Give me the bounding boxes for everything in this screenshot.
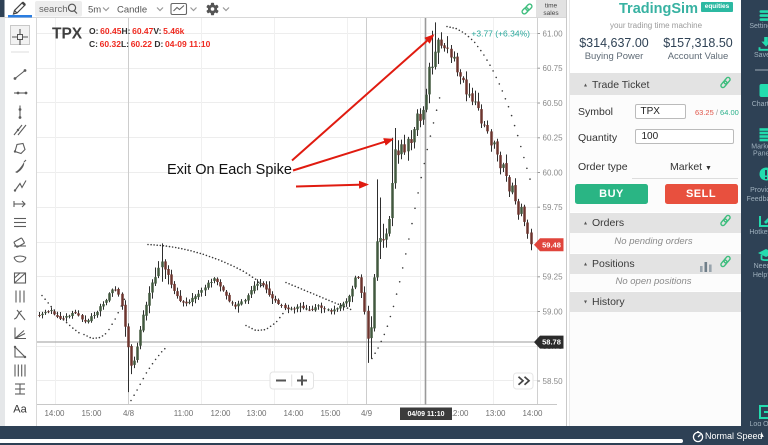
- svg-text:Feedback: Feedback: [747, 196, 768, 203]
- svg-text:Log Out: Log Out: [750, 421, 768, 428]
- svg-text:13:00: 13:00: [485, 409, 506, 418]
- svg-text:13:00: 13:00: [246, 409, 267, 418]
- svg-text:60.50: 60.50: [543, 98, 564, 107]
- svg-text:15:00: 15:00: [81, 409, 102, 418]
- svg-text:Market: Market: [751, 144, 768, 151]
- svg-text:Need: Need: [754, 263, 768, 270]
- svg-text:58.78: 58.78: [542, 337, 561, 346]
- svg-text:11:00: 11:00: [174, 409, 194, 418]
- svg-text:59.25: 59.25: [543, 272, 564, 281]
- svg-text:O: 60.45H: 60.47V: 5.46k: O: 60.45H: 60.47V: 5.46k: [89, 26, 185, 36]
- svg-text:Settings: Settings: [749, 23, 768, 30]
- svg-text:14:00: 14:00: [283, 409, 304, 418]
- svg-text:12:00: 12:00: [210, 409, 231, 418]
- svg-text:time: time: [545, 3, 558, 10]
- svg-text:Help?: Help?: [753, 272, 768, 279]
- svg-text:58.50: 58.50: [543, 376, 564, 385]
- svg-text:15:00: 15:00: [320, 409, 341, 418]
- svg-text:59.75: 59.75: [543, 203, 564, 212]
- svg-text:5m: 5m: [88, 5, 101, 16]
- svg-text:Charts: Charts: [752, 101, 768, 108]
- svg-text:4/8: 4/8: [123, 409, 135, 418]
- svg-text:sales: sales: [543, 10, 559, 17]
- svg-text:+3.77 (+6.34%): +3.77 (+6.34%): [471, 28, 530, 38]
- svg-text:14:00: 14:00: [44, 409, 65, 418]
- svg-text:60.00: 60.00: [543, 168, 564, 177]
- svg-text:59.00: 59.00: [543, 307, 564, 316]
- svg-text:14:00: 14:00: [522, 409, 543, 418]
- svg-text:04/09 11:10: 04/09 11:10: [408, 411, 445, 418]
- svg-text:60.75: 60.75: [543, 64, 564, 73]
- svg-text:search: search: [39, 4, 68, 15]
- svg-text:Candle: Candle: [117, 5, 147, 16]
- svg-text:Aa: Aa: [13, 403, 27, 415]
- svg-text:12:00: 12:00: [448, 409, 469, 418]
- svg-text:Exit On Each Spike: Exit On Each Spike: [167, 162, 292, 178]
- svg-text:4/9: 4/9: [361, 409, 373, 418]
- svg-text:61.00: 61.00: [543, 29, 564, 38]
- svg-text:C: 60.32L: 60.22 D: 04-09 11:1: C: 60.32L: 60.22 D: 04-09 11:10: [89, 39, 211, 49]
- svg-text:Save: Save: [754, 52, 768, 59]
- svg-text:Hotkeys: Hotkeys: [749, 229, 768, 236]
- svg-text:60.25: 60.25: [543, 133, 564, 142]
- svg-text:Panel: Panel: [753, 151, 768, 158]
- svg-text:Provide: Provide: [750, 187, 768, 194]
- svg-text:TPX: TPX: [52, 25, 83, 42]
- svg-text:59.48: 59.48: [542, 240, 561, 249]
